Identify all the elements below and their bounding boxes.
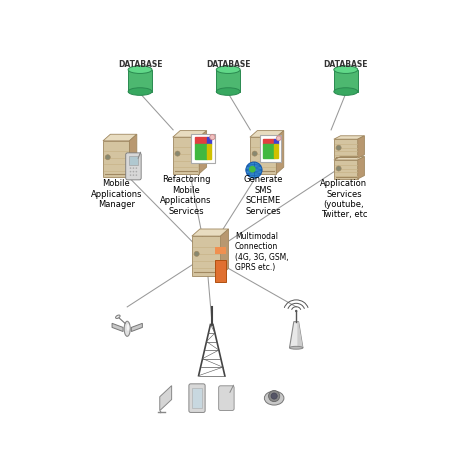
FancyBboxPatch shape [260, 135, 282, 162]
Text: DATABASE: DATABASE [324, 60, 368, 69]
Text: DATABASE: DATABASE [118, 60, 162, 69]
FancyBboxPatch shape [189, 384, 205, 412]
Circle shape [210, 135, 215, 140]
Circle shape [133, 167, 134, 169]
Polygon shape [334, 160, 358, 179]
Circle shape [136, 174, 137, 176]
Ellipse shape [216, 88, 240, 95]
Circle shape [295, 310, 297, 312]
Polygon shape [334, 136, 365, 139]
Text: Application
Services
(youtube,
Twitter, etc: Application Services (youtube, Twitter, … [320, 179, 367, 219]
Ellipse shape [290, 346, 303, 349]
Polygon shape [128, 70, 152, 91]
Polygon shape [131, 323, 142, 331]
Polygon shape [103, 141, 129, 177]
Text: Generate
SMS
SCHEME
Services: Generate SMS SCHEME Services [243, 175, 283, 216]
Circle shape [269, 391, 280, 401]
Polygon shape [199, 131, 207, 173]
Polygon shape [334, 156, 365, 160]
Polygon shape [250, 131, 284, 137]
Circle shape [130, 171, 131, 173]
Polygon shape [216, 70, 240, 91]
Polygon shape [195, 145, 207, 159]
Polygon shape [192, 229, 228, 236]
Polygon shape [276, 131, 284, 173]
FancyBboxPatch shape [215, 260, 226, 282]
FancyBboxPatch shape [192, 388, 201, 408]
Text: DATABASE: DATABASE [206, 60, 250, 69]
Circle shape [249, 166, 256, 173]
Circle shape [133, 171, 134, 173]
Ellipse shape [127, 324, 129, 331]
Polygon shape [334, 70, 358, 91]
FancyBboxPatch shape [219, 386, 234, 410]
Polygon shape [103, 134, 137, 141]
Ellipse shape [124, 321, 130, 337]
Polygon shape [274, 145, 278, 158]
Polygon shape [334, 139, 358, 158]
Circle shape [130, 167, 131, 169]
Polygon shape [274, 138, 278, 145]
Ellipse shape [216, 66, 240, 73]
Polygon shape [220, 229, 228, 275]
Ellipse shape [128, 66, 152, 73]
Circle shape [136, 167, 137, 169]
Polygon shape [129, 134, 137, 177]
Polygon shape [173, 131, 207, 137]
Circle shape [136, 171, 137, 173]
Ellipse shape [334, 88, 358, 95]
Polygon shape [173, 137, 199, 173]
Ellipse shape [334, 66, 358, 73]
Text: Multimodal
Connection
(4G, 3G, GSM,
GPRS etc.): Multimodal Connection (4G, 3G, GSM, GPRS… [235, 232, 289, 272]
Circle shape [105, 155, 110, 160]
Polygon shape [192, 236, 220, 275]
Polygon shape [207, 145, 211, 159]
Circle shape [252, 151, 257, 156]
Ellipse shape [264, 391, 284, 405]
FancyBboxPatch shape [126, 153, 141, 180]
Circle shape [133, 174, 134, 176]
FancyBboxPatch shape [215, 247, 226, 254]
Polygon shape [207, 137, 211, 145]
Circle shape [130, 174, 131, 176]
Polygon shape [160, 386, 172, 410]
Ellipse shape [128, 88, 152, 95]
Polygon shape [297, 322, 303, 348]
FancyBboxPatch shape [129, 156, 138, 165]
Circle shape [271, 393, 277, 399]
Polygon shape [264, 145, 274, 158]
Circle shape [175, 151, 180, 156]
Polygon shape [358, 136, 365, 158]
Text: Mobile
Applications
Manager: Mobile Applications Manager [91, 179, 142, 209]
Text: Refactoring
Mobile
Applications
Services: Refactoring Mobile Applications Services [160, 175, 212, 216]
Circle shape [246, 162, 262, 178]
Polygon shape [112, 323, 123, 331]
Polygon shape [290, 322, 303, 348]
Polygon shape [195, 137, 207, 145]
Circle shape [336, 166, 341, 171]
Circle shape [276, 136, 281, 141]
Ellipse shape [116, 315, 120, 319]
Circle shape [194, 251, 199, 256]
FancyBboxPatch shape [191, 134, 215, 163]
Polygon shape [264, 138, 274, 145]
Polygon shape [358, 156, 365, 179]
Circle shape [336, 145, 341, 150]
Polygon shape [250, 137, 276, 173]
